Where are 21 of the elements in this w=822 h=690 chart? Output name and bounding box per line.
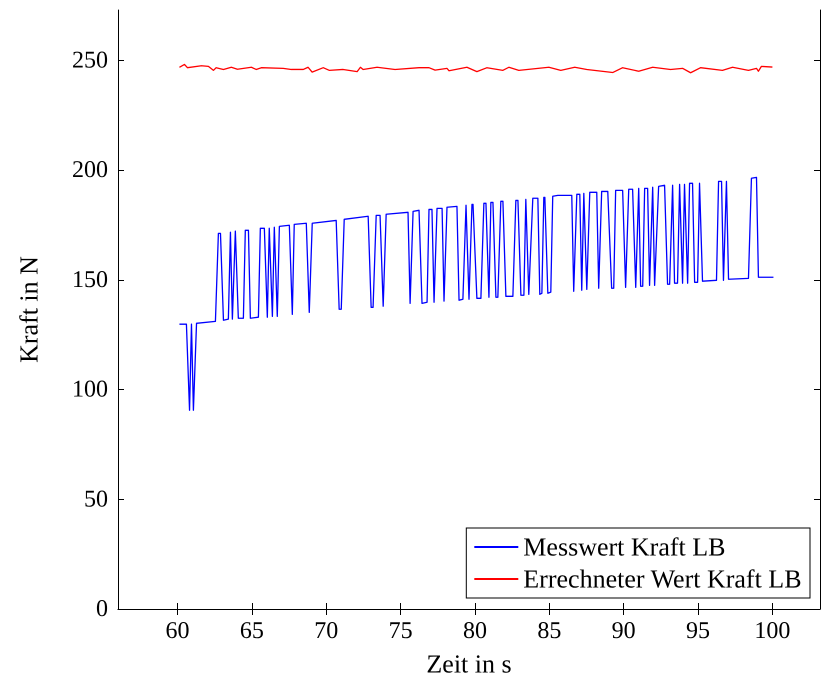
line-series (178, 64, 774, 74)
x-axis-title: Zeit in s (426, 650, 512, 678)
legend-label: Errechneter Wert Kraft LB (523, 564, 802, 594)
x-tick-label: 95 (686, 618, 710, 644)
y-tick-label: 0 (96, 596, 108, 622)
x-tick-label: 90 (612, 618, 636, 644)
x-tick-label: 70 (314, 618, 338, 644)
x-tick-label: 75 (388, 618, 413, 644)
y-tick-label: 250 (72, 47, 108, 74)
y-tick-label: 150 (72, 266, 108, 293)
x-tick-label: 85 (537, 618, 562, 644)
x-tick-label: 100 (754, 618, 790, 644)
legend-label: Messwert Kraft LB (523, 532, 726, 562)
y-axis-title: Kraft in N (14, 256, 44, 363)
x-tick-label: 80 (462, 618, 487, 644)
y-tick-label: 200 (72, 157, 108, 184)
y-tick-label: 100 (72, 376, 108, 403)
line-series (178, 176, 774, 411)
x-tick-label: 60 (165, 618, 190, 644)
y-tick-label: 50 (84, 486, 108, 512)
x-tick-label: 65 (240, 618, 264, 644)
